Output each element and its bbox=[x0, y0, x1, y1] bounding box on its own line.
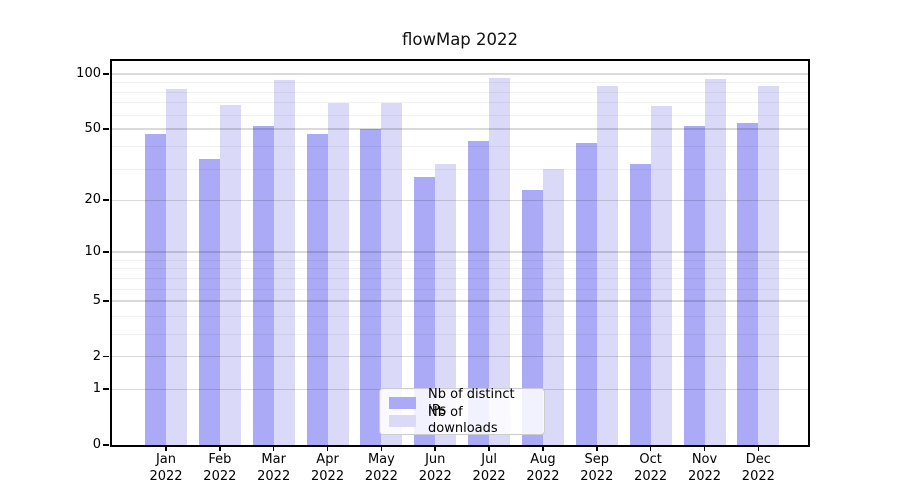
x-tick-mar bbox=[272, 446, 275, 451]
gridline-minor-7 bbox=[110, 277, 810, 279]
x-tick-jun bbox=[434, 446, 437, 451]
bar-downloads-mar bbox=[273, 79, 295, 445]
y-tick-0 bbox=[103, 444, 109, 446]
y-tick-2 bbox=[103, 355, 109, 358]
bar-downloads-may bbox=[381, 103, 403, 445]
y-tick-label-100: 100 bbox=[76, 65, 101, 81]
gridline-minor-80 bbox=[110, 91, 810, 93]
plot-area: Nb of distinct IPs Nb of downloads bbox=[110, 59, 810, 446]
x-tick-label-jul: Jul 2022 bbox=[472, 452, 506, 484]
gridline-major-20 bbox=[110, 199, 810, 201]
y-tick-label-2: 2 bbox=[92, 348, 101, 364]
gridline-minor-4 bbox=[110, 315, 810, 317]
gridline-minor-3 bbox=[110, 333, 810, 335]
gridline-major-100 bbox=[110, 73, 810, 75]
gridline-minor-90 bbox=[110, 82, 810, 84]
x-tick-label-dec: Dec 2022 bbox=[741, 452, 775, 484]
y-tick-5 bbox=[103, 300, 109, 302]
gridline-minor-40 bbox=[110, 146, 810, 148]
y-tick-1 bbox=[103, 388, 109, 391]
x-tick-sep bbox=[596, 446, 598, 451]
bar-ips-may bbox=[360, 128, 382, 445]
x-tick-label-apr: Apr 2022 bbox=[311, 452, 345, 484]
legend-label-downloads: Nb of downloads bbox=[428, 405, 498, 436]
y-tick-label-10: 10 bbox=[84, 244, 101, 260]
x-tick-label-sep: Sep 2022 bbox=[580, 452, 614, 484]
bar-downloads-nov bbox=[704, 78, 726, 445]
bar-ips-nov bbox=[683, 125, 705, 445]
gridline-major-5 bbox=[110, 300, 810, 302]
chart-title: flowMap 2022 bbox=[401, 30, 519, 49]
x-tick-label-nov: Nov 2022 bbox=[687, 452, 722, 484]
x-tick-label-mar: Mar 2022 bbox=[257, 452, 291, 484]
bar-ips-jan bbox=[145, 133, 166, 445]
gridline-minor-30 bbox=[110, 168, 810, 170]
x-tick-oct bbox=[649, 446, 652, 451]
gridline-major-10 bbox=[110, 251, 810, 253]
legend-swatch-distinct-ips bbox=[389, 397, 416, 409]
gridline-minor-9 bbox=[110, 259, 810, 261]
x-tick-label-jun: Jun 2022 bbox=[418, 452, 452, 484]
y-tick-10 bbox=[103, 251, 109, 254]
y-tick-label-1: 1 bbox=[92, 381, 101, 397]
bar-downloads-jun bbox=[435, 163, 457, 445]
y-tick-100 bbox=[103, 73, 109, 75]
bar-downloads-dec bbox=[758, 85, 780, 445]
bar-ips-mar bbox=[252, 125, 274, 445]
legend: Nb of distinct IPs Nb of downloads bbox=[379, 387, 545, 436]
x-tick-label-aug: Aug 2022 bbox=[526, 452, 560, 484]
bar-downloads-feb bbox=[219, 104, 241, 445]
x-tick-label-oct: Oct 2022 bbox=[634, 452, 668, 484]
x-tick-apr bbox=[326, 446, 329, 451]
legend-item-downloads: Nb of downloads bbox=[389, 405, 535, 436]
gridline-major-50 bbox=[110, 128, 810, 130]
y-tick-label-5: 5 bbox=[92, 292, 101, 308]
bar-ips-aug bbox=[521, 189, 543, 445]
bar-downloads-jan bbox=[166, 88, 187, 445]
bar-ips-sep bbox=[575, 142, 597, 445]
x-tick-jan bbox=[165, 446, 167, 451]
gridline-major-2 bbox=[110, 355, 810, 358]
x-tick-dec bbox=[757, 446, 760, 451]
y-tick-label-0: 0 bbox=[92, 437, 101, 452]
y-tick-20 bbox=[103, 199, 109, 202]
bar-ips-jul bbox=[468, 140, 490, 445]
x-tick-may bbox=[380, 446, 383, 451]
bar-downloads-aug bbox=[542, 168, 564, 445]
legend-label-distinct-ips: Nb of distinct IPs bbox=[428, 387, 515, 418]
gridline-minor-8 bbox=[110, 268, 810, 270]
bar-downloads-oct bbox=[650, 105, 672, 445]
x-tick-label-feb: Feb 2022 bbox=[203, 452, 237, 484]
x-tick-feb bbox=[219, 446, 221, 451]
bar-downloads-apr bbox=[327, 103, 349, 445]
bar-downloads-sep bbox=[596, 85, 618, 445]
x-tick-nov bbox=[703, 446, 706, 451]
x-tick-label-jan: Jan 2022 bbox=[149, 452, 183, 484]
bar-downloads-jul bbox=[489, 78, 511, 445]
gridline-minor-60 bbox=[110, 114, 810, 116]
y-tick-label-50: 50 bbox=[84, 120, 101, 136]
legend-swatch-downloads bbox=[389, 415, 416, 427]
bar-ips-dec bbox=[737, 122, 759, 445]
gridline-minor-70 bbox=[110, 102, 810, 104]
gridlines-layer bbox=[110, 59, 810, 446]
y-tick-50 bbox=[103, 128, 109, 130]
bars-layer bbox=[110, 59, 810, 446]
x-tick-label-may: May 2022 bbox=[364, 452, 398, 484]
gridline-minor-6 bbox=[110, 288, 810, 290]
x-tick-aug bbox=[542, 446, 544, 451]
bar-ips-jun bbox=[414, 177, 436, 445]
bar-ips-apr bbox=[306, 133, 328, 445]
y-tick-label-20: 20 bbox=[84, 192, 101, 208]
bar-ips-feb bbox=[198, 159, 220, 445]
bar-ips-oct bbox=[629, 163, 651, 445]
legend-item-distinct-ips: Nb of distinct IPs bbox=[389, 387, 535, 418]
x-tick-jul bbox=[488, 446, 490, 451]
